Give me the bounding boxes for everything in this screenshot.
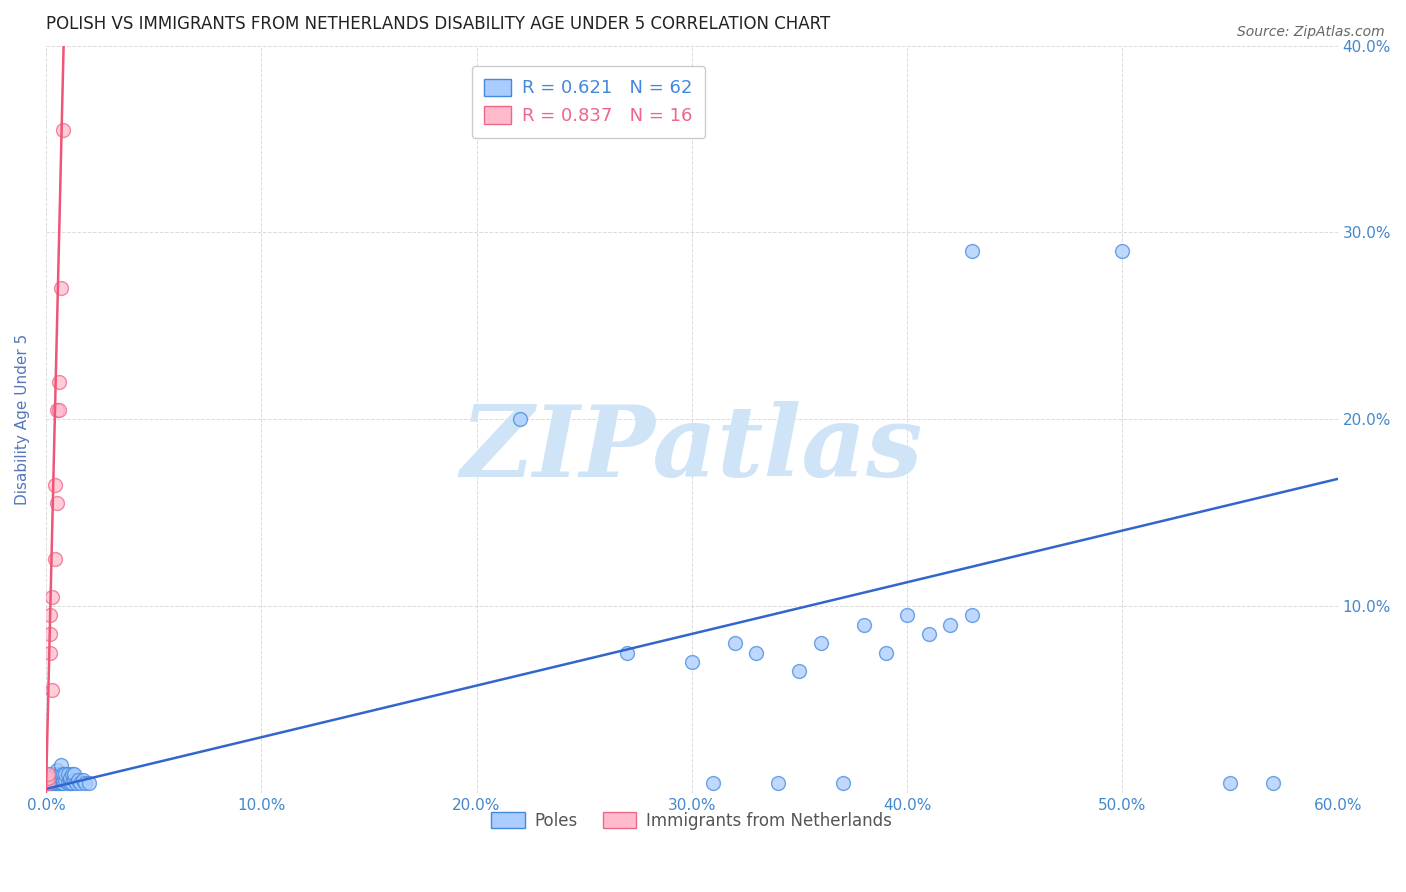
Point — [44, 772, 66, 787]
Point — [60, 767, 83, 781]
Point — [37, 776, 59, 790]
Point — [681, 655, 703, 669]
Point — [49, 757, 72, 772]
Point — [77, 776, 100, 790]
Point — [616, 646, 638, 660]
Point — [39, 646, 62, 660]
Point — [37, 776, 59, 790]
Point — [702, 776, 724, 790]
Point — [44, 552, 66, 566]
Point — [875, 646, 897, 660]
Point — [49, 767, 72, 781]
Point — [56, 767, 79, 781]
Point — [939, 617, 962, 632]
Point — [766, 776, 789, 790]
Point — [41, 771, 63, 785]
Point — [45, 764, 67, 778]
Point — [49, 771, 72, 785]
Point — [72, 772, 94, 787]
Point — [53, 767, 76, 781]
Point — [49, 281, 72, 295]
Point — [44, 776, 66, 790]
Point — [39, 608, 62, 623]
Point — [44, 767, 66, 781]
Point — [1111, 244, 1133, 258]
Point — [37, 767, 59, 781]
Point — [41, 776, 63, 790]
Point — [63, 767, 86, 781]
Point — [48, 772, 70, 787]
Point — [48, 375, 70, 389]
Point — [63, 772, 86, 787]
Point — [45, 402, 67, 417]
Point — [53, 772, 76, 787]
Point — [45, 776, 67, 790]
Text: POLISH VS IMMIGRANTS FROM NETHERLANDS DISABILITY AGE UNDER 5 CORRELATION CHART: POLISH VS IMMIGRANTS FROM NETHERLANDS DI… — [46, 15, 830, 33]
Point — [41, 772, 63, 787]
Point — [45, 771, 67, 785]
Point — [45, 772, 67, 787]
Point — [853, 617, 876, 632]
Point — [789, 665, 811, 679]
Point — [37, 771, 59, 785]
Point — [48, 776, 70, 790]
Point — [69, 776, 91, 790]
Point — [48, 402, 70, 417]
Point — [67, 772, 90, 787]
Point — [39, 627, 62, 641]
Y-axis label: Disability Age Under 5: Disability Age Under 5 — [15, 334, 30, 505]
Point — [896, 608, 918, 623]
Point — [49, 776, 72, 790]
Point — [724, 636, 747, 650]
Point — [39, 767, 62, 781]
Point — [52, 776, 75, 790]
Point — [52, 122, 75, 136]
Point — [917, 627, 939, 641]
Point — [745, 646, 768, 660]
Point — [509, 412, 531, 426]
Point — [48, 767, 70, 781]
Point — [41, 590, 63, 604]
Point — [56, 776, 79, 790]
Point — [45, 496, 67, 510]
Point — [52, 767, 75, 781]
Point — [44, 477, 66, 491]
Point — [65, 776, 87, 790]
Point — [52, 772, 75, 787]
Point — [73, 776, 96, 790]
Point — [810, 636, 832, 650]
Point — [41, 767, 63, 781]
Point — [960, 608, 983, 623]
Point — [831, 776, 853, 790]
Legend: Poles, Immigrants from Netherlands: Poles, Immigrants from Netherlands — [485, 805, 898, 837]
Point — [37, 771, 59, 785]
Point — [39, 772, 62, 787]
Point — [960, 244, 983, 258]
Point — [41, 682, 63, 697]
Point — [39, 776, 62, 790]
Point — [1261, 776, 1284, 790]
Text: Source: ZipAtlas.com: Source: ZipAtlas.com — [1237, 25, 1385, 39]
Point — [59, 771, 82, 785]
Text: ZIPatlas: ZIPatlas — [461, 401, 922, 498]
Point — [59, 776, 82, 790]
Point — [1219, 776, 1241, 790]
Point — [60, 776, 83, 790]
